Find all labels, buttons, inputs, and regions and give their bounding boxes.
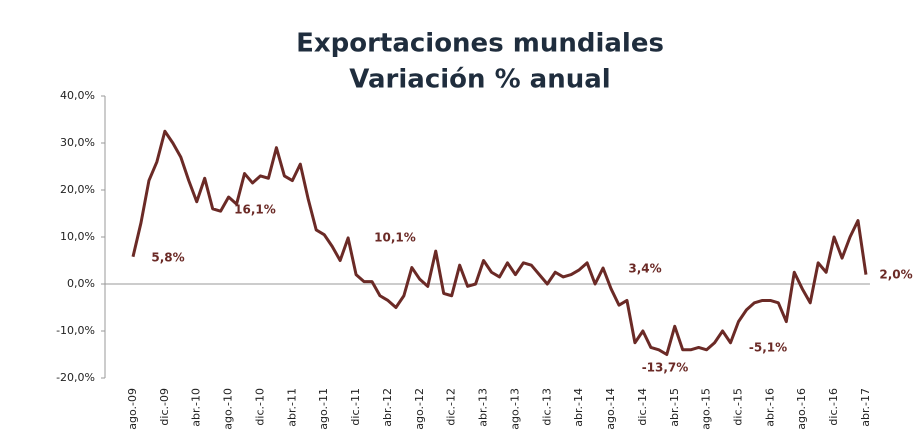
x-tick-label: dic.-09 (158, 388, 171, 426)
y-tick-label: -20,0% (56, 371, 95, 384)
x-tick-label: abr.-17 (859, 388, 872, 427)
x-tick-label: abr.-10 (190, 388, 203, 427)
x-tick-label: ago.-15 (700, 388, 713, 430)
annotation: 10,1% (374, 231, 416, 245)
y-tick-label: 10,0% (60, 230, 95, 243)
x-tick-label: ago.-09 (126, 388, 139, 430)
x-tick-label: abr.-14 (572, 388, 585, 427)
x-tick-label: abr.-13 (477, 388, 490, 427)
x-tick-label: ago.-16 (795, 388, 808, 430)
annotation: 2,0% (879, 268, 912, 282)
x-tick-label: dic.-16 (827, 388, 840, 426)
annotation: -5,1% (749, 341, 787, 355)
x-tick-label: dic.-14 (636, 388, 649, 426)
y-tick-label: 20,0% (60, 183, 95, 196)
y-tick-label: 0,0% (67, 277, 95, 290)
x-tick-label: abr.-11 (285, 388, 298, 427)
x-tick-label: ago.-11 (317, 388, 330, 430)
data-line (131, 129, 868, 356)
x-tick-label: ago.-14 (604, 388, 617, 430)
x-tick-label: dic.-13 (540, 388, 553, 426)
annotation: 3,4% (628, 262, 661, 276)
x-tick-label: ago.-12 (413, 388, 426, 430)
chart-title: Exportaciones mundiales (296, 29, 664, 59)
annotation: 5,8% (151, 251, 184, 265)
x-tick-label: ago.-13 (508, 388, 521, 430)
x-tick-label: ago.-10 (222, 388, 235, 430)
x-tick-label: abr.-16 (763, 388, 776, 427)
x-tick-label: abr.-12 (381, 388, 394, 427)
x-tick-label: abr.-15 (668, 388, 681, 427)
x-tick-label: dic.-10 (253, 388, 266, 426)
chart-subtitle: Variación % anual (349, 65, 610, 95)
y-tick-label: -10,0% (56, 324, 95, 337)
y-tick-label: 30,0% (60, 136, 95, 149)
x-tick-label: dic.-11 (349, 388, 362, 426)
x-tick-label: dic.-15 (731, 388, 744, 426)
x-tick-label: dic.-12 (445, 388, 458, 426)
annotation: -13,7% (642, 361, 689, 375)
y-tick-label: 40,0% (60, 89, 95, 102)
annotation: 16,1% (234, 203, 276, 217)
